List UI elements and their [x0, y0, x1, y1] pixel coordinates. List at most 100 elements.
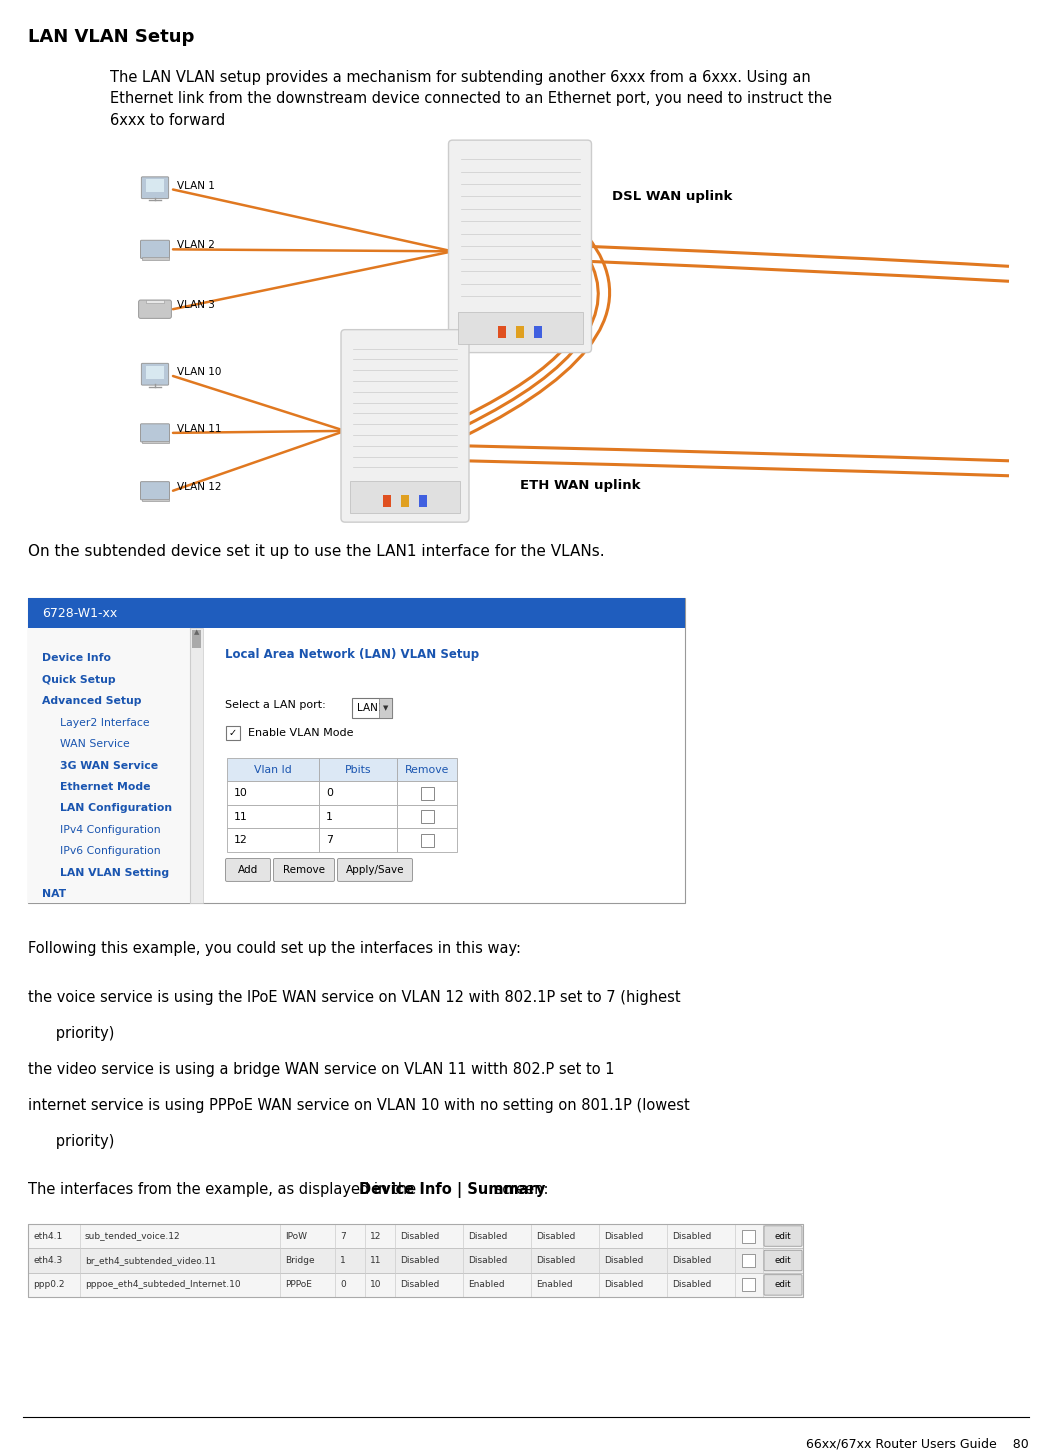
Bar [397, 828, 457, 851]
Text: Enable VLAN Mode: Enable VLAN Mode [247, 728, 353, 738]
Text: internet service is using PPPoE WAN service on VLAN 10 with no setting on 801.1P: internet service is using PPPoE WAN serv… [27, 1098, 690, 1113]
Text: Disabled: Disabled [400, 1255, 440, 1266]
Text: 10: 10 [370, 1280, 382, 1289]
Text: ETH WAN uplink: ETH WAN uplink [520, 479, 641, 493]
Text: pppoe_eth4_subteded_Internet.10: pppoe_eth4_subteded_Internet.10 [85, 1280, 241, 1289]
Text: ▲: ▲ [193, 629, 199, 635]
Text: The interfaces from the example, as displayed in the: The interfaces from the example, as disp… [27, 1181, 421, 1197]
Text: priority): priority) [27, 1133, 114, 1149]
Text: 1: 1 [326, 812, 333, 821]
Bar [350, 481, 460, 513]
Bar [498, 325, 506, 337]
Bar [421, 834, 433, 847]
Bar [142, 498, 168, 501]
Text: Remove: Remove [405, 764, 449, 774]
Bar [458, 312, 582, 343]
Text: VLAN 12: VLAN 12 [177, 482, 222, 491]
Text: Disabled: Disabled [468, 1255, 507, 1266]
Bar [397, 782, 457, 805]
FancyBboxPatch shape [337, 859, 412, 882]
Text: Disabled: Disabled [672, 1232, 711, 1241]
FancyBboxPatch shape [141, 481, 169, 500]
Bar [397, 758, 457, 782]
Text: IPv4 Configuration: IPv4 Configuration [60, 825, 161, 835]
Text: IPoW: IPoW [285, 1232, 307, 1241]
Text: 1: 1 [340, 1255, 346, 1266]
Bar [190, 628, 203, 902]
Text: 11: 11 [370, 1255, 382, 1266]
Bar [27, 1223, 803, 1248]
Text: 7: 7 [340, 1232, 346, 1241]
Bar [319, 805, 397, 828]
Text: 66xx/67xx Router Users Guide    80: 66xx/67xx Router Users Guide 80 [806, 1437, 1030, 1450]
Text: eth4.1: eth4.1 [33, 1232, 62, 1241]
Bar [383, 495, 391, 507]
Text: WAN Service: WAN Service [60, 740, 130, 750]
FancyBboxPatch shape [141, 240, 169, 259]
Text: The LAN VLAN setup provides a mechanism for subtending another 6xxx from a 6xxx.: The LAN VLAN setup provides a mechanism … [110, 70, 832, 128]
Bar [516, 325, 524, 337]
Text: Device Info | Summary: Device Info | Summary [359, 1181, 545, 1197]
Text: eth4.3: eth4.3 [33, 1255, 62, 1266]
Text: Pbits: Pbits [345, 764, 371, 774]
Text: Disabled: Disabled [672, 1280, 711, 1289]
Text: 3G WAN Service: 3G WAN Service [60, 760, 159, 770]
Text: Advanced Setup: Advanced Setup [42, 696, 142, 706]
Bar [401, 495, 409, 507]
Bar [534, 325, 542, 337]
Text: Quick Setup: Quick Setup [42, 674, 115, 684]
Text: edit: edit [775, 1280, 792, 1289]
FancyBboxPatch shape [142, 177, 169, 199]
Text: Disabled: Disabled [672, 1255, 711, 1266]
Text: LAN1: LAN1 [357, 703, 385, 713]
Text: priority): priority) [27, 1026, 114, 1042]
Text: Layer2 Interface: Layer2 Interface [60, 718, 150, 728]
Text: On the subtended device set it up to use the LAN1 interface for the VLANs.: On the subtended device set it up to use… [27, 543, 605, 558]
Text: Disabled: Disabled [468, 1232, 507, 1241]
Text: edit: edit [775, 1255, 792, 1266]
Text: Disabled: Disabled [536, 1232, 575, 1241]
Bar [27, 1223, 803, 1298]
Text: Add: Add [238, 865, 258, 875]
FancyBboxPatch shape [764, 1274, 802, 1295]
Text: Disabled: Disabled [400, 1280, 440, 1289]
Bar [742, 1229, 756, 1242]
Text: VLAN 2: VLAN 2 [177, 240, 215, 250]
Text: edit: edit [775, 1232, 792, 1241]
Text: 6728-W1-xx: 6728-W1-xx [42, 607, 117, 620]
Bar [146, 301, 164, 302]
Text: Enabled: Enabled [468, 1280, 504, 1289]
Bar [419, 495, 427, 507]
Text: the video service is using a bridge WAN service on VLAN 11 witth 802.P set to 1: the video service is using a bridge WAN … [27, 1062, 614, 1077]
Text: screen:: screen: [490, 1181, 549, 1197]
FancyBboxPatch shape [142, 363, 169, 385]
Bar [352, 699, 392, 718]
Text: PPPoE: PPPoE [285, 1280, 312, 1289]
Text: 0: 0 [326, 788, 333, 798]
Bar [742, 1254, 756, 1267]
Bar [742, 1279, 756, 1292]
FancyBboxPatch shape [764, 1226, 802, 1247]
Bar [27, 1248, 803, 1273]
Bar [27, 599, 685, 628]
Text: Following this example, you could set up the interfaces in this way:: Following this example, you could set up… [27, 940, 521, 956]
Bar [421, 811, 433, 822]
Bar [319, 758, 397, 782]
FancyBboxPatch shape [448, 139, 592, 353]
Bar [227, 805, 319, 828]
Text: 0: 0 [340, 1280, 346, 1289]
Text: Select a LAN port:: Select a LAN port: [225, 700, 326, 711]
Text: Disabled: Disabled [536, 1255, 575, 1266]
Text: Vlan Id: Vlan Id [254, 764, 292, 774]
Text: Local Area Network (LAN) VLAN Setup: Local Area Network (LAN) VLAN Setup [225, 648, 479, 661]
FancyBboxPatch shape [341, 330, 469, 522]
Text: ▼: ▼ [383, 705, 388, 711]
Text: ✓: ✓ [228, 728, 237, 738]
Bar [142, 440, 168, 443]
Bar [146, 180, 165, 192]
Text: Enabled: Enabled [536, 1280, 573, 1289]
Text: 11: 11 [234, 812, 247, 821]
FancyBboxPatch shape [764, 1250, 802, 1271]
FancyBboxPatch shape [274, 859, 334, 882]
Text: VLAN 3: VLAN 3 [177, 301, 215, 309]
